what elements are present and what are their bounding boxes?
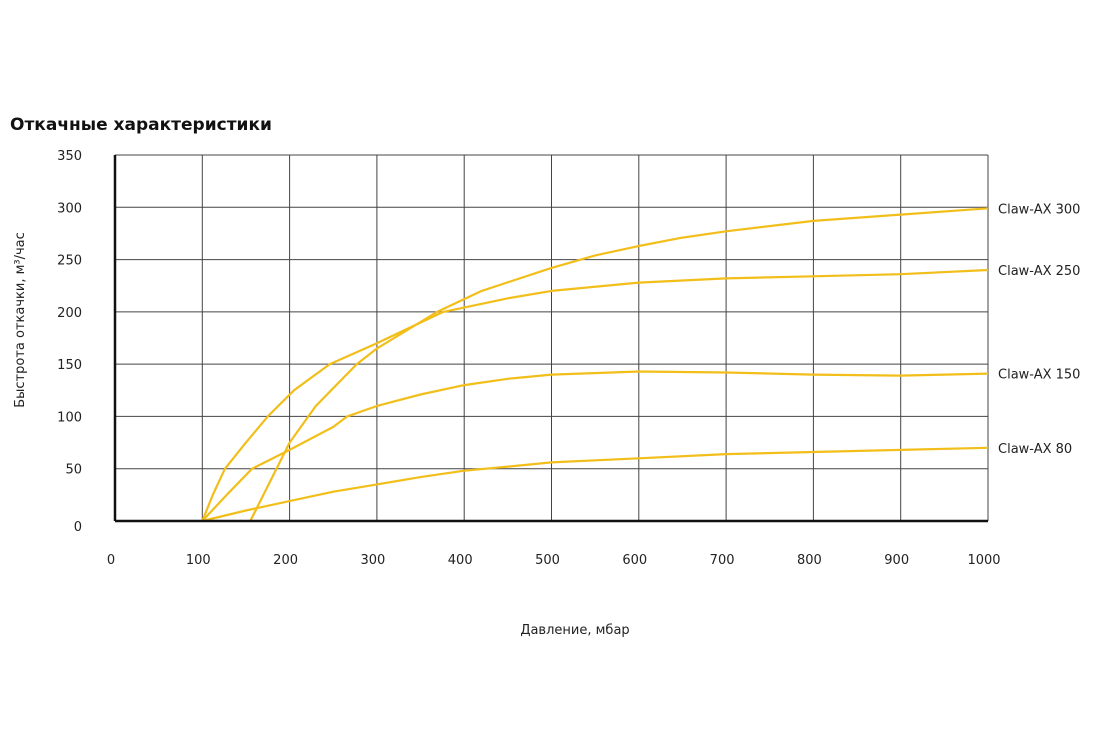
x-tick-label: 300 [360, 553, 385, 568]
y-tick-label: 0 [74, 520, 82, 535]
series-lines: Claw-AX 300 Claw-AX 250 Claw-AX 150 Claw-AX… [201, 202, 1080, 523]
y-axis-label: Быстрота откачки, м³/час [13, 232, 28, 408]
x-axis-label: Давление, мбар [520, 623, 629, 638]
series-line [249, 207, 989, 522]
series-line [202, 446, 989, 523]
x-tick-label: 600 [622, 553, 647, 568]
series-label: Claw-AX 300 [998, 202, 1080, 217]
series-label: Claw-AX 250 [998, 264, 1080, 279]
x-tick-label: 700 [710, 553, 735, 568]
x-tick-label: 900 [884, 553, 909, 568]
x-tick-label: 100 [186, 553, 211, 568]
series-label: Claw-AX 80 [998, 442, 1072, 457]
y-tick-label: 200 [57, 306, 82, 321]
grid [115, 154, 989, 521]
x-tick-label: 1000 [967, 553, 1000, 568]
series-line [201, 268, 989, 522]
y-tick-label: 100 [57, 410, 82, 425]
axes: 0 100 200 300 400 500 600 700 800 900 1000 0 50 100 15… [57, 149, 1000, 568]
x-tick-label: 0 [107, 553, 115, 568]
x-tick-label: 500 [535, 553, 560, 568]
y-tick-label: 300 [57, 201, 82, 216]
chart-title: Откачные характеристики [10, 115, 272, 135]
y-tick-label: 150 [57, 358, 82, 373]
x-tick-label: 200 [273, 553, 298, 568]
x-tick-label: 800 [797, 553, 822, 568]
y-tick-label: 250 [57, 254, 82, 269]
series-label: Claw-AX 150 [998, 368, 1080, 383]
y-tick-label: 350 [57, 149, 82, 164]
y-tick-label: 50 [65, 463, 82, 478]
series-line [201, 370, 989, 522]
x-tick-label: 400 [448, 553, 473, 568]
